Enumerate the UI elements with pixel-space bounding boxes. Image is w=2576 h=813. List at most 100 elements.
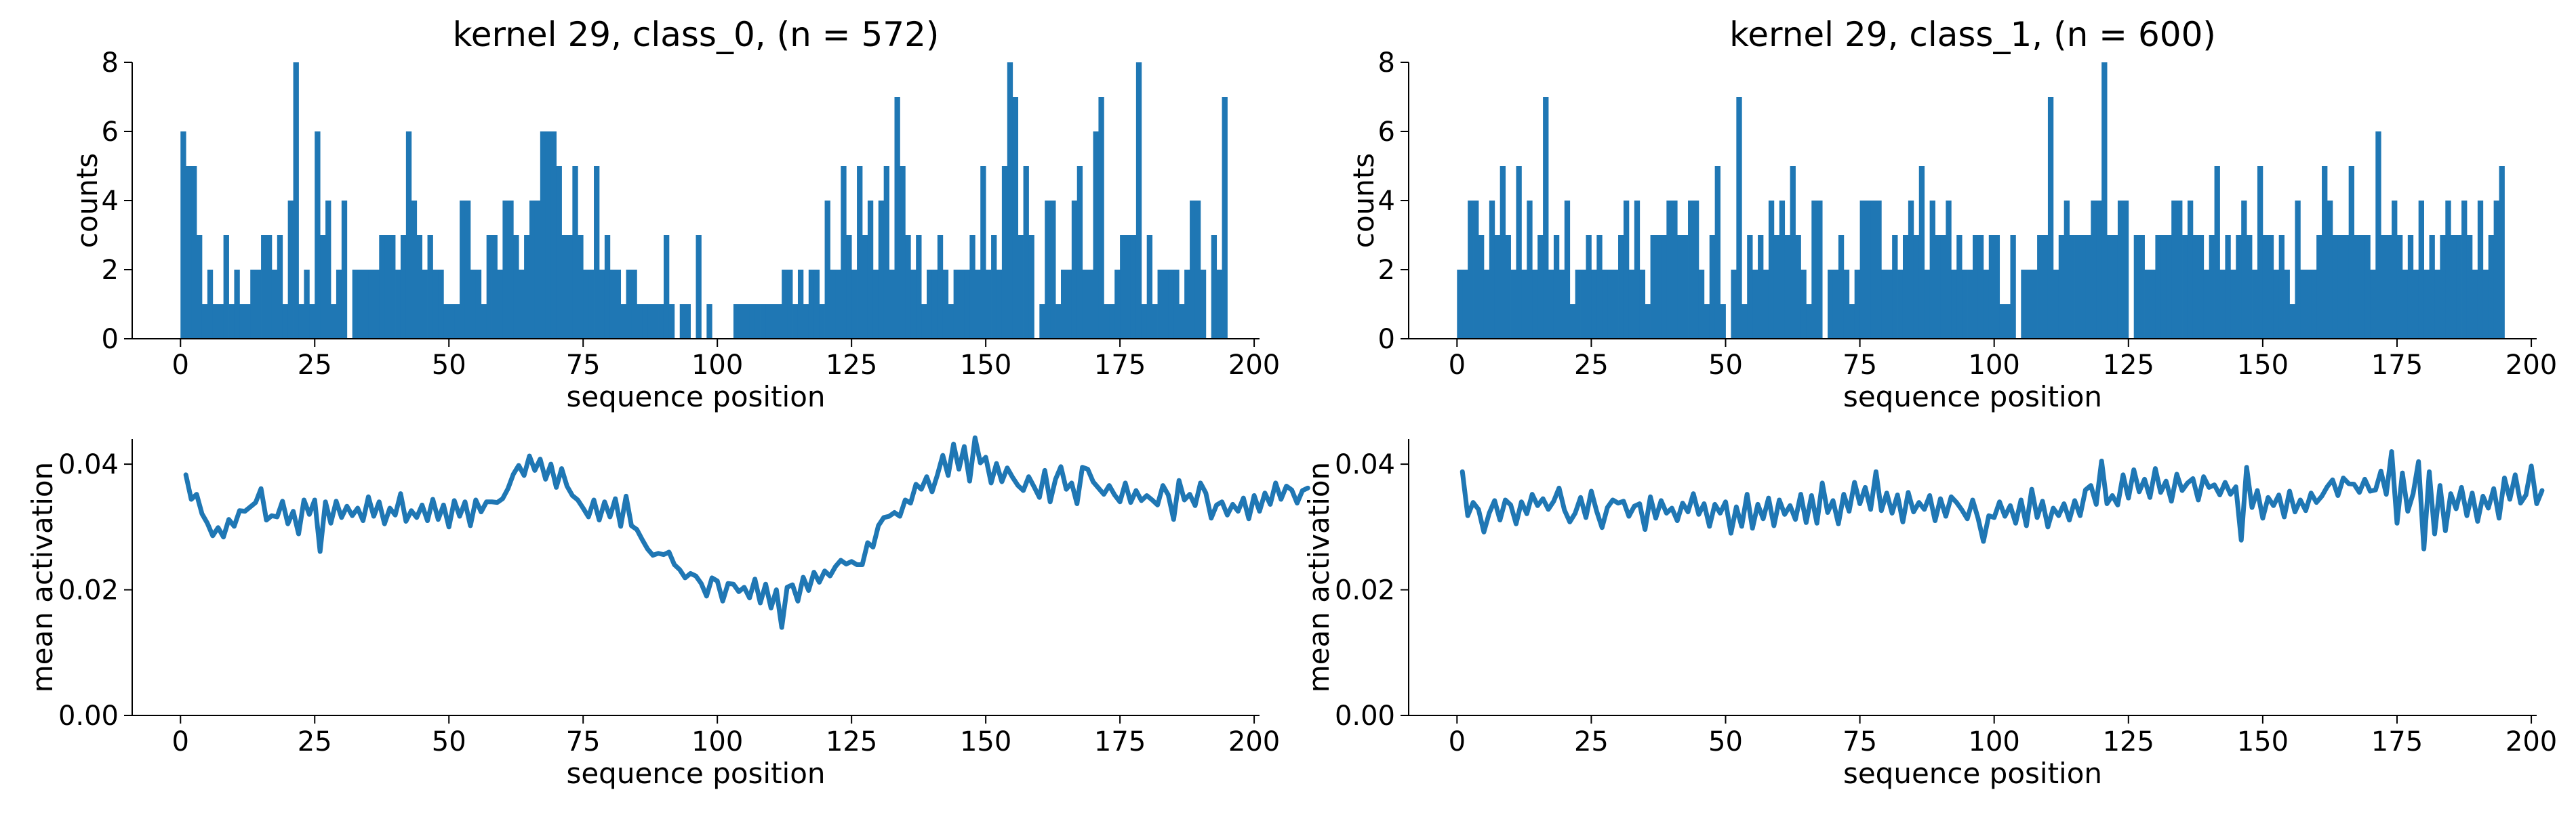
bar-163 bbox=[2332, 235, 2339, 339]
bar-162 bbox=[2327, 201, 2333, 339]
y-tick-label: 4 bbox=[1378, 186, 1395, 217]
bar-78 bbox=[1876, 201, 1882, 339]
bar-92 bbox=[1951, 270, 1957, 339]
bar-24 bbox=[1586, 235, 1592, 339]
x-tick-label: 200 bbox=[2505, 350, 2557, 381]
bar-117 bbox=[2085, 235, 2091, 339]
bar-82 bbox=[620, 304, 626, 339]
bar-184 bbox=[2445, 201, 2451, 339]
bar-102 bbox=[2005, 304, 2011, 339]
bar-114 bbox=[792, 304, 799, 339]
bar-159 bbox=[2311, 270, 2317, 339]
x-tick-label: 200 bbox=[2505, 726, 2557, 757]
bar-76 bbox=[588, 270, 595, 339]
activation-line bbox=[183, 435, 1310, 630]
bar-88 bbox=[1929, 201, 1935, 339]
bar-131 bbox=[883, 166, 889, 339]
x-tick-label: 125 bbox=[2103, 726, 2154, 757]
bar-136 bbox=[910, 270, 917, 339]
bar-71 bbox=[561, 235, 567, 339]
bar-4 bbox=[201, 304, 208, 339]
activation-class-1-panel: 0 25 50 75 100 125 150 175 200 0.00 0.02 0.04 sequen… bbox=[1302, 439, 2557, 790]
bar-14 bbox=[256, 270, 262, 339]
bar-83 bbox=[1902, 235, 1909, 339]
bar-144 bbox=[953, 270, 959, 339]
bar-70 bbox=[1832, 270, 1839, 339]
bar-190 bbox=[2477, 201, 2484, 339]
bar-20 bbox=[1564, 201, 1571, 339]
bar-27 bbox=[325, 201, 331, 339]
bar-111 bbox=[2053, 270, 2059, 339]
bar-127 bbox=[2139, 235, 2145, 339]
bar-157 bbox=[2300, 270, 2306, 339]
y-axis-label: counts bbox=[71, 153, 104, 248]
bar-49 bbox=[1720, 304, 1726, 339]
bar-79 bbox=[1881, 270, 1887, 339]
bar-29 bbox=[336, 270, 342, 339]
bar-177 bbox=[1130, 235, 1137, 339]
x-tick-label: 75 bbox=[566, 726, 601, 757]
bar-46 bbox=[427, 235, 433, 339]
bars bbox=[180, 62, 1228, 339]
x-tick-label: 175 bbox=[1094, 350, 1146, 381]
bar-109 bbox=[2042, 235, 2049, 339]
bar-87 bbox=[647, 304, 653, 339]
bar-3 bbox=[197, 235, 203, 339]
bar-16 bbox=[266, 235, 273, 339]
bar-37 bbox=[379, 235, 385, 339]
bar-166 bbox=[1071, 201, 1078, 339]
bar-34 bbox=[363, 270, 369, 339]
bar-165 bbox=[2343, 235, 2350, 339]
bar-73 bbox=[572, 166, 578, 339]
x-tick-label: 125 bbox=[2103, 350, 2154, 381]
bar-105 bbox=[744, 304, 750, 339]
bar-81 bbox=[1892, 235, 1898, 339]
x-tick-label: 75 bbox=[566, 350, 601, 381]
bar-182 bbox=[2434, 270, 2440, 339]
bar-151 bbox=[991, 235, 997, 339]
x-tick-label: 0 bbox=[172, 350, 189, 381]
bar-144 bbox=[2230, 270, 2236, 339]
y-tick-label: 0.02 bbox=[1335, 575, 1395, 606]
bar-149 bbox=[980, 166, 986, 339]
bar-63 bbox=[519, 270, 525, 339]
bar-48 bbox=[1714, 166, 1720, 339]
bar-9 bbox=[228, 304, 235, 339]
bar-182 bbox=[1157, 270, 1163, 339]
bar-61 bbox=[1784, 235, 1790, 339]
bar-141 bbox=[937, 235, 944, 339]
y-tick-label: 4 bbox=[102, 186, 119, 217]
bar-40 bbox=[395, 270, 401, 339]
bar-1 bbox=[1462, 270, 1468, 339]
bar-39 bbox=[1666, 201, 1672, 339]
bar-45 bbox=[422, 270, 428, 339]
bar-82 bbox=[1897, 270, 1904, 339]
bar-68 bbox=[545, 131, 552, 339]
bar-62 bbox=[513, 235, 519, 339]
bar-17 bbox=[1548, 270, 1554, 339]
bar-143 bbox=[2225, 235, 2231, 339]
bar-10 bbox=[234, 270, 240, 339]
bar-74 bbox=[1854, 270, 1860, 339]
bar-177 bbox=[2407, 235, 2414, 339]
bar-150 bbox=[2262, 235, 2269, 339]
bar-124 bbox=[846, 235, 852, 339]
bar-25 bbox=[315, 131, 321, 339]
bar-192 bbox=[1211, 235, 1217, 339]
bar-166 bbox=[2348, 166, 2354, 339]
bar-2 bbox=[191, 166, 197, 339]
bar-28 bbox=[331, 304, 337, 339]
bar-170 bbox=[1093, 131, 1099, 339]
bar-47 bbox=[432, 270, 439, 339]
bar-19 bbox=[282, 304, 289, 339]
bars bbox=[1457, 62, 2505, 339]
bar-35 bbox=[1645, 304, 1651, 339]
y-tick-label: 0 bbox=[102, 324, 119, 355]
bar-10 bbox=[1510, 270, 1516, 339]
bar-60 bbox=[1779, 201, 1786, 339]
bar-122 bbox=[835, 270, 841, 339]
bar-163 bbox=[1055, 304, 1062, 339]
bar-33 bbox=[1634, 201, 1641, 339]
bar-168 bbox=[1082, 270, 1088, 339]
bar-42 bbox=[405, 131, 412, 339]
